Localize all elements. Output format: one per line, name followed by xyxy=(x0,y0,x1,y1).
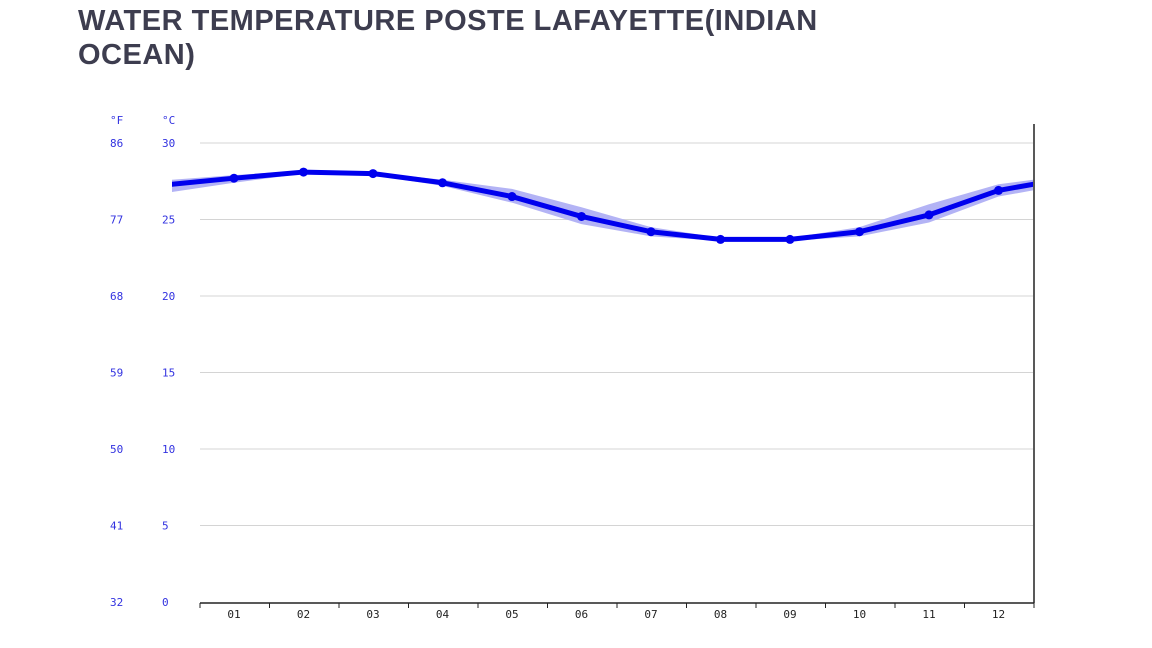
grid-lines xyxy=(200,142,1033,526)
data-point xyxy=(577,211,586,221)
y-tick-label-f: 68 xyxy=(110,290,123,303)
x-tick-label: 07 xyxy=(644,608,657,621)
y-tick-label-f: 32 xyxy=(110,596,123,609)
data-point xyxy=(994,185,1003,195)
x-tick-label: 09 xyxy=(783,608,796,621)
x-tick-label: 12 xyxy=(992,608,1005,621)
range-band xyxy=(172,170,1033,241)
data-point xyxy=(716,234,725,244)
y-tick-label-c: 5 xyxy=(162,520,169,533)
temperature-series xyxy=(172,167,1033,244)
y-tick-label-f: 59 xyxy=(110,367,123,380)
data-point xyxy=(368,169,378,179)
x-tick-label: 04 xyxy=(436,608,450,621)
data-point xyxy=(924,210,934,220)
unit-label-f: °F xyxy=(110,114,123,127)
x-tick-label: 03 xyxy=(366,608,379,621)
y-tick-label-c: 30 xyxy=(162,137,175,150)
y-tick-label-c: 15 xyxy=(162,367,175,380)
x-tick-label: 10 xyxy=(853,608,866,621)
data-point xyxy=(229,173,239,183)
data-point xyxy=(438,178,447,188)
x-tick-label: 11 xyxy=(922,608,935,621)
chart-title-line-1: WATER TEMPERATURE POSTE LAFAYETTE(INDIAN xyxy=(78,5,818,37)
y-tick-label-f: 77 xyxy=(110,214,123,227)
data-point xyxy=(507,192,517,202)
y-tick-label-c: 10 xyxy=(162,443,175,456)
y-tick-label-f: 86 xyxy=(110,137,123,150)
x-tick-label: 06 xyxy=(575,608,588,621)
temperature-line xyxy=(172,169,1033,242)
x-tick-label: 01 xyxy=(227,608,240,621)
x-tick-label: 05 xyxy=(505,608,518,621)
temperature-range-band xyxy=(172,170,1033,241)
axes xyxy=(199,124,1035,608)
data-point xyxy=(785,234,795,244)
data-point xyxy=(855,227,864,237)
data-point xyxy=(299,167,308,177)
y-tick-label-c: 0 xyxy=(162,596,169,609)
chart-title-line-2: OCEAN) xyxy=(78,39,196,71)
chart-title: WATER TEMPERATURE POSTE LAFAYETTE(INDIAN… xyxy=(78,4,1078,72)
data-point xyxy=(646,227,656,237)
y-tick-label-f: 41 xyxy=(110,520,123,533)
unit-label-c: °C xyxy=(162,114,175,127)
y-tick-label-c: 20 xyxy=(162,290,175,303)
y-tick-label-c: 25 xyxy=(162,214,175,227)
x-tick-label: 02 xyxy=(297,608,310,621)
x-tick-label: 08 xyxy=(714,608,727,621)
y-tick-label-f: 50 xyxy=(110,443,123,456)
axis-labels: 30 86 25 77 20 68 15 59 10 50 5 41 0 32 °F °C 01 02 03 04 05… xyxy=(110,114,1005,621)
